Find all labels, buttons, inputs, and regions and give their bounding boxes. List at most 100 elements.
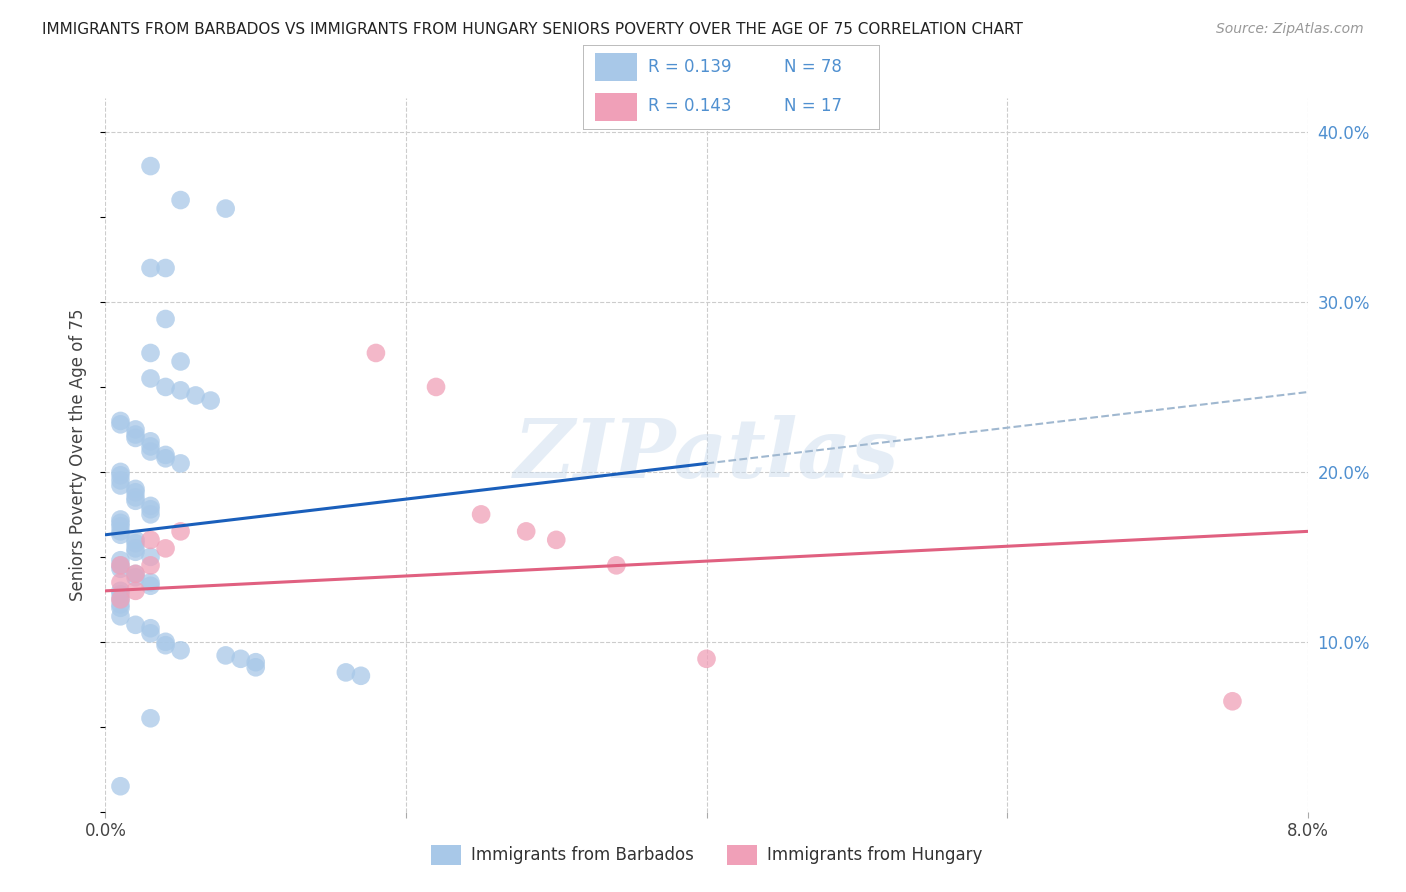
Point <box>110 609 132 624</box>
Point <box>169 354 191 368</box>
Text: ZIPatlas: ZIPatlas <box>513 415 900 495</box>
Point <box>169 457 191 471</box>
Point <box>229 652 252 666</box>
Point <box>139 159 162 173</box>
Point <box>350 669 373 683</box>
Point <box>124 536 146 550</box>
Point <box>200 393 222 408</box>
Point <box>139 575 162 590</box>
Point <box>169 193 191 207</box>
Point <box>110 558 132 573</box>
Point <box>124 482 146 496</box>
Point <box>470 508 492 522</box>
Point <box>110 592 132 607</box>
Point <box>124 485 146 500</box>
Point <box>110 553 132 567</box>
Point <box>605 558 627 573</box>
Point <box>110 478 132 492</box>
Point <box>155 312 177 326</box>
Point <box>110 592 132 607</box>
Point <box>335 665 357 680</box>
Point <box>124 545 146 559</box>
Point <box>155 638 177 652</box>
Point <box>110 474 132 488</box>
Point <box>110 417 132 432</box>
Point <box>169 384 191 398</box>
Point <box>155 260 177 275</box>
Text: IMMIGRANTS FROM BARBADOS VS IMMIGRANTS FROM HUNGARY SENIORS POVERTY OVER THE AGE: IMMIGRANTS FROM BARBADOS VS IMMIGRANTS F… <box>42 22 1024 37</box>
Point <box>155 635 177 649</box>
Point <box>110 524 132 539</box>
Point <box>124 541 146 556</box>
Point <box>155 451 177 466</box>
Point <box>110 575 132 590</box>
Point <box>139 499 162 513</box>
Point <box>139 533 162 547</box>
Point <box>139 558 162 573</box>
Point <box>110 414 132 428</box>
Point <box>139 508 162 522</box>
Point <box>124 617 146 632</box>
Point <box>110 519 132 533</box>
Point <box>169 524 191 539</box>
Point <box>139 621 162 635</box>
Legend: Immigrants from Barbados, Immigrants from Hungary: Immigrants from Barbados, Immigrants fro… <box>425 838 988 871</box>
Point <box>110 600 132 615</box>
Y-axis label: Seniors Poverty Over the Age of 75: Seniors Poverty Over the Age of 75 <box>69 309 87 601</box>
Point <box>425 380 447 394</box>
Text: R = 0.143: R = 0.143 <box>648 97 733 115</box>
Point <box>364 346 387 360</box>
Point <box>515 524 537 539</box>
Point <box>139 371 162 385</box>
Point <box>169 643 191 657</box>
Bar <box>595 93 637 120</box>
Point <box>124 570 146 584</box>
Point <box>139 711 162 725</box>
Point <box>110 587 132 601</box>
Point <box>124 422 146 436</box>
Point <box>139 439 162 453</box>
Point <box>124 427 146 442</box>
Point <box>124 533 146 547</box>
Text: R = 0.139: R = 0.139 <box>648 59 733 77</box>
Point <box>139 346 162 360</box>
Point <box>155 448 177 462</box>
Point <box>696 652 718 666</box>
Point <box>139 260 162 275</box>
Point <box>139 549 162 564</box>
Bar <box>595 54 637 81</box>
Point <box>124 493 146 508</box>
Point <box>155 380 177 394</box>
Point <box>214 202 236 216</box>
Point <box>155 541 177 556</box>
Point <box>184 388 207 402</box>
Point <box>139 502 162 516</box>
Point <box>110 558 132 573</box>
Text: N = 17: N = 17 <box>785 97 842 115</box>
Point <box>110 562 132 576</box>
Point <box>110 583 132 598</box>
Point <box>124 566 146 581</box>
Point <box>110 779 132 793</box>
Point <box>214 648 236 663</box>
Point <box>110 516 132 530</box>
Point <box>124 583 146 598</box>
Text: N = 78: N = 78 <box>785 59 842 77</box>
Point <box>110 465 132 479</box>
Point <box>110 528 132 542</box>
Point <box>245 660 267 674</box>
Point <box>124 431 146 445</box>
Point <box>139 434 162 449</box>
Point <box>546 533 568 547</box>
Point <box>124 491 146 505</box>
Point <box>110 512 132 526</box>
Point <box>110 468 132 483</box>
Point <box>110 598 132 612</box>
Text: Source: ZipAtlas.com: Source: ZipAtlas.com <box>1216 22 1364 37</box>
Point <box>139 579 162 593</box>
Point <box>245 655 267 669</box>
Point <box>1222 694 1244 708</box>
Point <box>124 566 146 581</box>
Point <box>139 444 162 458</box>
Point <box>139 626 162 640</box>
